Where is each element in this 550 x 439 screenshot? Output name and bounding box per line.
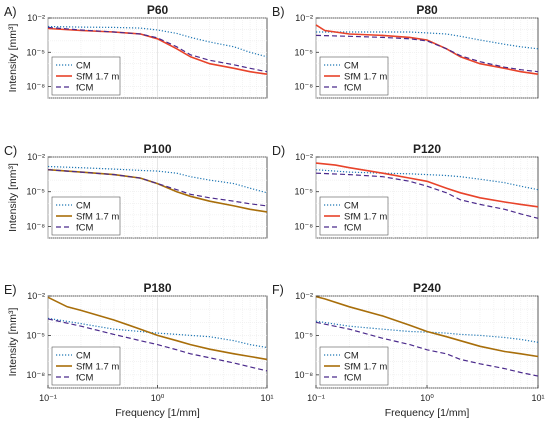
legend-entry: SfM 1.7 m bbox=[76, 362, 119, 373]
x-tick-label: 10⁰ bbox=[151, 393, 165, 403]
series-line-cm bbox=[47, 25, 268, 58]
series-line-fcm bbox=[47, 26, 268, 73]
series-line-fcm bbox=[315, 172, 539, 219]
y-axis-label: Intensity [mm³] bbox=[7, 24, 19, 93]
panel-label: B) bbox=[272, 5, 285, 19]
panel-title: P180 bbox=[143, 281, 171, 295]
series-line-cm bbox=[47, 165, 268, 194]
y-axis-label: Intensity [mm³] bbox=[7, 308, 19, 377]
x-axis-label: Frequency [1/mm] bbox=[385, 407, 470, 419]
y-axis-label: Intensity [mm³] bbox=[7, 163, 19, 232]
y-tick-label: 10⁻⁵ bbox=[295, 187, 314, 197]
series-line-sfm-1-7-m bbox=[47, 27, 268, 75]
y-tick-label: 10⁻⁸ bbox=[294, 221, 313, 231]
legend-entry: fCM bbox=[344, 83, 362, 94]
legend-box bbox=[51, 56, 121, 96]
panel-title: P100 bbox=[143, 142, 171, 156]
series-line-sfm-1-7-m bbox=[315, 162, 539, 208]
legend-entry: CM bbox=[344, 201, 359, 212]
x-tick-label: 10⁻¹ bbox=[39, 393, 57, 403]
series-line-fcm bbox=[47, 318, 268, 372]
panel-f: 10⁻² 10⁻⁵ 10⁻⁸ 10⁻¹ 10⁰ 10¹ F) P240 Frequency [1… bbox=[272, 281, 545, 419]
x-tick-label: 10⁰ bbox=[420, 393, 434, 403]
series-line-sfm-1-7-m bbox=[47, 296, 268, 361]
legend-entry: SfM 1.7 m bbox=[76, 72, 119, 83]
legend-entry: CM bbox=[76, 201, 91, 212]
y-tick-label: 10⁻⁵ bbox=[295, 330, 314, 340]
y-tick-label: 10⁻⁵ bbox=[27, 47, 46, 57]
y-tick-label: 10⁻² bbox=[295, 152, 313, 162]
y-tick-label: 10⁻⁸ bbox=[294, 82, 313, 92]
legend-entry: CM bbox=[76, 61, 91, 72]
y-tick-label: 10⁻² bbox=[295, 13, 313, 23]
series-line-cm bbox=[316, 31, 539, 50]
legend-entry: fCM bbox=[76, 373, 94, 384]
legend-entry: SfM 1.7 m bbox=[344, 362, 387, 373]
x-tick-label: 10¹ bbox=[531, 393, 544, 403]
series-line-fcm bbox=[47, 169, 268, 207]
panel-title: P120 bbox=[413, 142, 441, 156]
y-tick-label: 10⁻² bbox=[27, 291, 45, 301]
panel-label: D) bbox=[272, 144, 285, 158]
panel-label: C) bbox=[4, 144, 17, 158]
series-line-sfm-1-7-m bbox=[315, 295, 539, 358]
y-tick-label: 10⁻⁵ bbox=[27, 330, 46, 340]
series-line-cm bbox=[47, 317, 268, 349]
x-tick-label: 10¹ bbox=[260, 393, 273, 403]
panel-label: F) bbox=[272, 283, 284, 297]
y-tick-label: 10⁻² bbox=[27, 152, 45, 162]
legend-entry: fCM bbox=[76, 83, 94, 94]
series-line-fcm bbox=[315, 34, 539, 73]
legend-entry: fCM bbox=[344, 373, 362, 384]
x-axis-label: Frequency [1/mm] bbox=[115, 407, 200, 419]
series-line-sfm-1-7-m bbox=[47, 168, 268, 213]
legend-entry: fCM bbox=[76, 223, 94, 234]
panel-e: 10⁻² 10⁻⁵ 10⁻⁸ 10⁻¹ 10⁰ 10¹ E) P180 Intensity [m… bbox=[4, 281, 274, 419]
y-tick-label: 10⁻⁵ bbox=[27, 187, 46, 197]
y-tick-label: 10⁻⁸ bbox=[294, 370, 313, 380]
legend-entry: CM bbox=[344, 61, 359, 72]
legend-entry: SfM 1.7 m bbox=[344, 72, 387, 83]
y-tick-label: 10⁻² bbox=[295, 291, 313, 301]
y-tick-label: 10⁻² bbox=[27, 13, 45, 23]
panel-title: P60 bbox=[147, 3, 169, 17]
legend-entry: SfM 1.7 m bbox=[76, 212, 119, 223]
panel-title: P240 bbox=[413, 281, 441, 295]
y-tick-label: 10⁻⁸ bbox=[26, 370, 45, 380]
legend-entry: fCM bbox=[344, 223, 362, 234]
panel-label: E) bbox=[4, 283, 17, 297]
y-tick-label: 10⁻⁵ bbox=[295, 47, 314, 57]
legend-entry: CM bbox=[344, 351, 359, 362]
series-line-fcm bbox=[315, 321, 539, 377]
x-tick-label: 10⁻¹ bbox=[307, 393, 325, 403]
legend-entry: SfM 1.7 m bbox=[344, 212, 387, 223]
panel-label: A) bbox=[4, 5, 17, 19]
legend-entry: CM bbox=[76, 351, 91, 362]
panel-title: P80 bbox=[416, 3, 438, 17]
y-tick-label: 10⁻⁸ bbox=[26, 221, 45, 231]
y-tick-label: 10⁻⁸ bbox=[26, 82, 45, 92]
